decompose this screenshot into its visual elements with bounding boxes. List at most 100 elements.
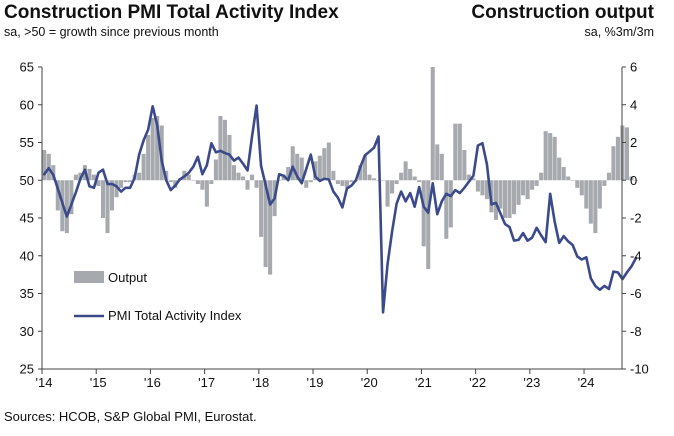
output-bar [64,180,69,234]
output-bar [209,180,214,185]
output-bar [394,180,399,185]
output-bar [385,180,390,207]
output-bar [498,180,503,209]
output-bar [331,170,336,181]
output-bar [119,180,124,188]
output-bar [615,136,620,181]
output-bar [435,144,440,181]
output-bar [55,180,60,211]
x-tick-label: '19 [307,375,324,390]
output-bar [367,174,372,181]
output-bar [100,180,106,218]
left-tick-label: 50 [20,173,34,188]
output-bar [448,180,453,228]
output-bar [575,180,580,188]
output-bar [236,172,241,181]
output-bar [566,176,571,181]
pmi-line-layer [42,104,638,314]
output-bar [114,180,119,198]
output-bar [516,180,521,205]
right-tick-label: -2 [630,211,642,226]
output-bar [128,180,133,183]
output-bar [218,116,223,181]
right-tick-label: 6 [630,60,637,75]
output-bar [484,180,489,200]
output-bar [557,157,562,181]
output-bar [322,148,327,181]
output-bar [340,180,345,186]
output-bar [534,180,539,186]
output-bar [87,168,92,181]
right-axis-subtitle: sa, %3m/3m [584,25,654,39]
x-tick-label: '22 [469,375,486,390]
right-tick-label: -10 [630,362,649,377]
left-tick-label: 45 [20,211,34,226]
output-bar [629,176,634,181]
output-bar [335,180,340,185]
output-bar [254,180,259,188]
output-bar [186,174,191,181]
output-bar [268,180,273,275]
axes: 65 60 55 50 45 40 35 30 25 6 4 2 0 -2 -4 -6 -8 -10 '14 '15 '… [20,60,649,391]
output-bar [512,180,517,215]
output-bar [552,136,557,181]
legend-pmi-label: PMI Total Activity Index [108,308,242,323]
output-bar [633,180,639,181]
output-bar [150,117,155,181]
output-bar [317,155,322,181]
output-bar [308,180,313,183]
output-bar [358,165,363,181]
output-bar [502,180,508,218]
left-tick-label: 25 [20,362,34,377]
output-bar [155,116,160,181]
output-bar [399,172,404,181]
output-bar [141,153,146,181]
right-tick-label: -6 [630,286,642,301]
output-bar [263,180,268,268]
output-bar [109,180,115,211]
legend-output-label: Output [108,270,147,285]
output-bar [146,134,151,181]
right-tick-label: 2 [630,135,637,150]
x-tick-label: '23 [523,375,540,390]
x-tick-label: '15 [90,375,107,390]
output-bar [137,172,142,181]
output-bar [466,174,471,181]
output-bar [286,167,291,181]
legend-output-swatch [74,271,104,283]
x-tick-label: '18 [252,375,269,390]
output-bar [457,123,462,181]
output-bar [213,159,218,181]
output-bar [191,180,196,181]
left-tick-label: 35 [20,286,34,301]
legend: Output PMI Total Activity Index [74,270,242,323]
chart-title: Construction PMI Total Activity Index [4,2,339,23]
output-bar [304,180,309,188]
left-axis-subtitle: sa, >50 = growth since previous month [4,25,219,39]
left-tick-label: 40 [20,248,34,263]
x-tick-label: '16 [144,375,161,390]
right-tick-label: -8 [630,324,642,339]
output-bar [204,180,209,207]
x-tick-label: '14 [36,375,53,390]
left-tick-label: 55 [20,135,34,150]
output-bar [349,180,354,183]
output-bar [42,150,47,181]
output-bar [227,134,232,181]
x-tick-label: '21 [415,375,432,390]
output-bar [480,180,485,196]
output-bar [200,180,205,190]
output-bar [362,155,368,181]
output-bar [195,180,200,185]
right-tick-label: 4 [630,97,637,112]
output-bar [453,123,458,181]
output-bar [381,180,386,181]
left-tick-label: 60 [20,97,34,112]
output-bar [584,180,589,209]
output-bar [259,180,264,237]
output-bar [539,172,544,181]
output-bar [606,172,611,181]
output-bar [588,180,593,224]
output-bar [295,153,300,181]
